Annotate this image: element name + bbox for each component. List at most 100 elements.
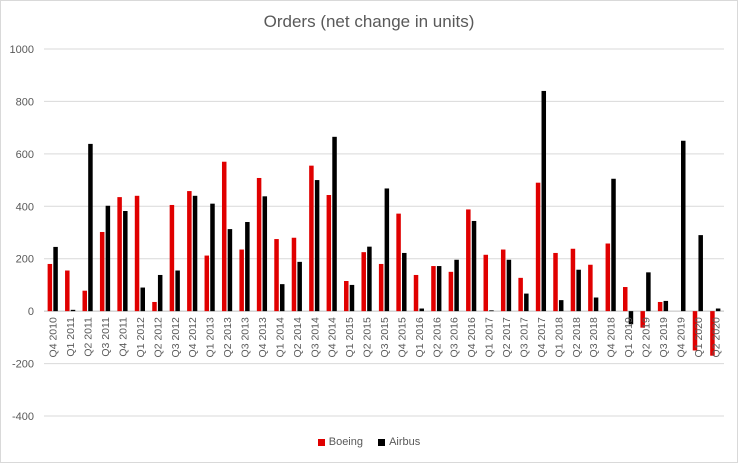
legend-label-boeing: Boeing xyxy=(328,436,363,448)
legend-label-airbus: Airbus xyxy=(389,436,421,448)
x-tick-label: Q4 2019 xyxy=(675,317,687,357)
bar-boeing-q3-2015 xyxy=(378,263,384,312)
bar-boeing-q2-2017 xyxy=(500,249,506,312)
x-tick-label: Q1 2017 xyxy=(484,317,496,357)
bar-airbus-q2-2016 xyxy=(436,266,442,312)
bar-boeing-q2-2015 xyxy=(361,252,366,312)
bar-boeing-q3-2017 xyxy=(518,277,523,312)
bar-boeing-q3-2019 xyxy=(657,301,663,312)
x-tick-label: Q2 2018 xyxy=(571,317,583,357)
bar-airbus-q4-2019 xyxy=(681,140,686,312)
bar-airbus-q4-2015 xyxy=(402,252,407,312)
x-tick-label: Q4 2012 xyxy=(187,317,199,357)
x-tick-label: Q2 2012 xyxy=(152,317,164,357)
y-tick-label: -400 xyxy=(12,411,34,423)
x-tick-label: Q3 2019 xyxy=(658,317,670,357)
bar-airbus-q4-2011 xyxy=(123,211,128,312)
x-tick-label: Q3 2017 xyxy=(518,317,530,357)
legend-item-boeing: Boeing xyxy=(317,436,363,448)
x-tick-label: Q2 2020 xyxy=(710,317,722,357)
bar-airbus-q2-2012 xyxy=(157,274,163,312)
bar-airbus-q1-2013 xyxy=(210,203,215,312)
bar-boeing-q2-2020 xyxy=(710,311,715,356)
bar-airbus-q4-2010 xyxy=(53,246,58,312)
bar-boeing-q4-2017 xyxy=(535,182,541,312)
bar-boeing-q2-2012 xyxy=(152,301,157,312)
bar-airbus-q1-2011 xyxy=(70,309,76,312)
x-tick-label: Q4 2014 xyxy=(327,317,339,357)
bar-boeing-q1-2020 xyxy=(692,311,698,351)
x-tick-label: Q3 2013 xyxy=(240,317,252,357)
bar-airbus-q1-2020 xyxy=(698,235,703,312)
x-tick-label: Q4 2018 xyxy=(606,317,618,357)
bar-airbus-q3-2018 xyxy=(593,297,599,312)
x-tick-label: Q2 2011 xyxy=(83,317,95,357)
bar-airbus-q3-2016 xyxy=(454,259,459,312)
bar-airbus-q3-2013 xyxy=(245,222,250,312)
x-tick-label: Q3 2015 xyxy=(379,317,391,357)
x-tick-label: Q2 2017 xyxy=(501,317,513,357)
bar-airbus-q4-2014 xyxy=(332,136,337,312)
x-tick-label: Q1 2020 xyxy=(693,317,705,357)
bar-airbus-q1-2019 xyxy=(628,311,634,325)
y-tick-label: 600 xyxy=(16,149,34,161)
bar-airbus-q2-2013 xyxy=(227,229,233,312)
bar-boeing-q1-2014 xyxy=(274,239,279,312)
bar-airbus-q1-2015 xyxy=(349,284,355,312)
bar-airbus-q1-2016 xyxy=(419,308,424,312)
bar-boeing-q1-2013 xyxy=(204,255,210,312)
bar-boeing-q2-2018 xyxy=(570,248,576,312)
legend: Boeing Airbus xyxy=(0,436,738,449)
bar-airbus-q3-2011 xyxy=(105,205,111,312)
bar-airbus-q3-2012 xyxy=(175,270,180,312)
bar-airbus-q4-2012 xyxy=(192,195,198,312)
legend-swatch-airbus xyxy=(378,438,386,446)
x-tick-label: Q4 2013 xyxy=(257,317,269,357)
bar-boeing-q4-2013 xyxy=(256,177,262,312)
x-tick-label: Q1 2014 xyxy=(274,317,286,357)
y-tick-label: 400 xyxy=(16,201,34,213)
bar-boeing-q1-2011 xyxy=(65,270,70,312)
bar-airbus-q4-2013 xyxy=(262,196,268,312)
bar-boeing-q3-2014 xyxy=(309,165,314,312)
bar-boeing-q4-2016 xyxy=(466,209,471,312)
bar-boeing-q2-2013 xyxy=(221,161,227,312)
x-tick-label: Q4 2010 xyxy=(48,317,60,357)
x-tick-label: Q1 2015 xyxy=(344,317,356,357)
bar-airbus-q2-2017 xyxy=(506,259,512,312)
bar-airbus-q4-2017 xyxy=(541,90,547,312)
bar-boeing-q4-2015 xyxy=(396,213,401,312)
legend-item-airbus: Airbus xyxy=(378,436,420,448)
y-tick-label: 200 xyxy=(16,254,34,266)
bar-boeing-q2-2011 xyxy=(82,290,87,312)
x-tick-label: Q1 2013 xyxy=(205,317,217,357)
bar-boeing-q3-2011 xyxy=(99,231,105,312)
x-tick-label: Q4 2017 xyxy=(536,317,548,357)
bar-airbus-q2-2015 xyxy=(367,246,372,312)
bar-airbus-q2-2018 xyxy=(576,269,581,312)
bar-boeing-q2-2019 xyxy=(640,311,645,328)
chart-title: Orders (net change in units) xyxy=(263,12,475,31)
x-tick-label: Q1 2019 xyxy=(623,317,635,357)
bar-boeing-q3-2016 xyxy=(448,271,454,312)
bar-boeing-q4-2014 xyxy=(326,195,332,312)
bar-airbus-q4-2016 xyxy=(471,220,477,312)
y-tick-label: 0 xyxy=(28,306,34,318)
bar-boeing-q1-2018 xyxy=(553,252,558,312)
bar-airbus-q2-2014 xyxy=(297,261,302,312)
bar-airbus-q3-2017 xyxy=(524,293,529,312)
x-tick-label: Q3 2016 xyxy=(449,317,461,357)
bar-boeing-q1-2015 xyxy=(344,280,349,312)
bar-airbus-q2-2019 xyxy=(646,272,651,312)
bar-boeing-q1-2012 xyxy=(134,195,140,312)
x-tick-label: Q2 2013 xyxy=(222,317,234,357)
x-tick-label: Q3 2012 xyxy=(170,317,182,357)
bar-airbus-q1-2012 xyxy=(140,287,145,312)
x-tick-label: Q2 2016 xyxy=(431,317,443,357)
x-tick-label: Q1 2018 xyxy=(553,317,565,357)
x-tick-label: Q1 2016 xyxy=(414,317,426,357)
x-tick-label: Q2 2015 xyxy=(362,317,374,357)
bar-boeing-q1-2016 xyxy=(413,274,419,312)
bar-boeing-q4-2010 xyxy=(47,263,53,312)
x-tick-label: Q2 2019 xyxy=(641,317,653,357)
